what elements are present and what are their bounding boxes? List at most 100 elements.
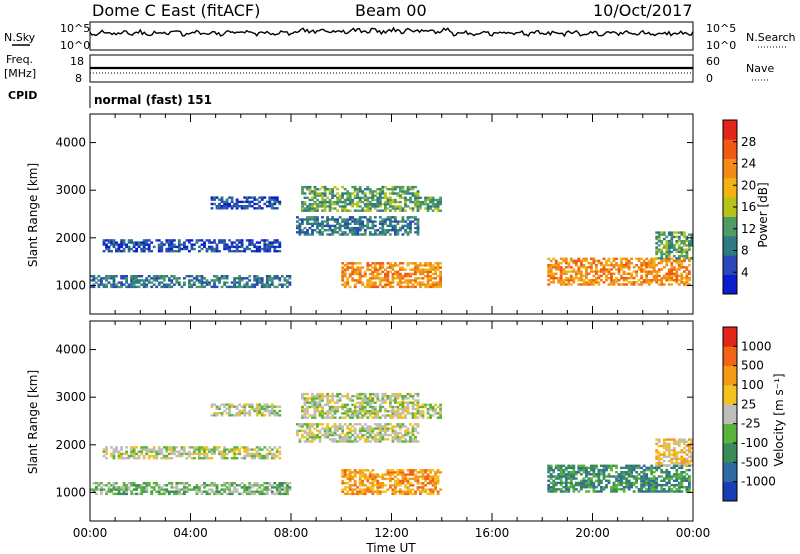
velocity-echo-cell xyxy=(172,486,176,489)
power-echo-cell xyxy=(577,268,581,271)
velocity-echo-cell xyxy=(100,488,103,491)
power-echo-cell xyxy=(208,283,211,286)
power-echo-cell xyxy=(346,190,350,193)
velocity-echo-cell xyxy=(200,446,204,449)
power-echo-cell xyxy=(690,240,694,243)
power-echo-cell xyxy=(240,250,244,253)
velocity-echo-cell xyxy=(429,414,432,417)
velocity-echo-cell xyxy=(215,414,219,417)
velocity-echo-cell xyxy=(401,433,405,437)
power-echo-cell xyxy=(308,198,312,202)
velocity-echo-cell xyxy=(358,412,362,415)
velocity-echo-cell xyxy=(386,423,390,426)
power-echo-cell xyxy=(384,229,387,232)
power-echo-cell xyxy=(215,245,219,249)
power-echo-cell xyxy=(655,250,659,254)
power-echo-cell xyxy=(198,239,201,242)
velocity-echo-cell xyxy=(215,490,219,493)
power-echo-cell xyxy=(376,270,380,274)
power-echo-cell xyxy=(416,218,420,221)
velocity-echo-cell xyxy=(376,488,380,491)
power-echo-cell xyxy=(248,196,252,199)
power-echo-cell xyxy=(416,205,420,208)
power-echo-cell xyxy=(677,268,681,271)
power-echo-cell xyxy=(343,188,347,191)
power-echo-cell xyxy=(132,283,136,286)
velocity-echo-cell xyxy=(376,397,380,400)
velocity-echo-cell xyxy=(120,454,123,458)
velocity-echo-cell xyxy=(316,433,319,437)
power-echo-cell xyxy=(376,268,380,271)
velocity-echo-cell xyxy=(610,490,613,493)
power-echo-cell xyxy=(396,281,400,284)
power-cbar-swatch xyxy=(723,216,737,237)
power-echo-cell xyxy=(338,198,342,202)
velocity-echo-cell xyxy=(341,416,344,419)
power-echo-cell xyxy=(647,281,651,284)
velocity-echo-cell xyxy=(130,450,133,453)
velocity-echo-cell xyxy=(632,475,636,478)
velocity-echo-cell xyxy=(326,416,329,419)
power-echo-cell xyxy=(250,200,254,204)
velocity-echo-cell xyxy=(637,464,641,467)
power-echo-cell xyxy=(348,196,352,199)
power-echo-cell xyxy=(401,185,405,189)
velocity-echo-cell xyxy=(336,425,339,428)
velocity-echo-cell xyxy=(348,469,352,472)
power-echo-cell xyxy=(308,203,312,206)
velocity-echo-cell xyxy=(582,481,586,485)
velocity-echo-cell xyxy=(564,468,568,472)
velocity-echo-cell xyxy=(416,401,420,404)
power-echo-cell xyxy=(411,209,415,212)
power-echo-cell xyxy=(258,279,262,282)
power-echo-cell xyxy=(358,279,362,282)
velocity-cbar-swatch xyxy=(723,404,737,424)
power-echo-cell xyxy=(389,281,392,284)
velocity-echo-cell xyxy=(180,446,184,449)
power-echo-cell xyxy=(667,246,671,249)
velocity-echo-cell xyxy=(278,409,282,413)
power-echo-cell xyxy=(172,283,176,286)
velocity-echo-cell xyxy=(688,490,691,493)
power-echo-cell xyxy=(238,241,241,244)
velocity-echo-cell xyxy=(112,488,116,491)
velocity-echo-cell xyxy=(396,484,400,487)
velocity-echo-cell xyxy=(188,446,191,449)
velocity-echo-cell xyxy=(677,438,681,441)
velocity-echo-cell xyxy=(419,486,422,489)
velocity-echo-cell xyxy=(130,446,133,449)
velocity-echo-cell xyxy=(376,392,380,396)
power-echo-cell xyxy=(265,283,269,286)
power-echo-cell xyxy=(333,226,337,230)
power-echo-cell xyxy=(213,198,216,201)
velocity-echo-cell xyxy=(147,454,151,458)
velocity-echo-cell xyxy=(557,473,561,476)
power-echo-cell xyxy=(655,248,659,251)
power-echo-cell xyxy=(394,270,397,274)
velocity-echo-cell xyxy=(587,479,591,482)
power-echo-cell xyxy=(351,205,355,208)
velocity-echo-cell xyxy=(145,448,149,451)
velocity-echo-cell xyxy=(373,395,377,398)
power-echo-cell xyxy=(170,281,174,284)
velocity-echo-cell xyxy=(348,438,352,441)
power-echo-cell xyxy=(396,231,400,234)
power-echo-cell xyxy=(288,283,292,286)
power-echo-cell xyxy=(157,283,161,286)
velocity-echo-cell xyxy=(245,486,249,489)
power-echo-cell xyxy=(401,226,405,230)
velocity-echo-cell xyxy=(343,488,347,491)
velocity-echo-cell xyxy=(416,477,420,481)
velocity-echo-cell xyxy=(414,469,417,472)
power-echo-cell xyxy=(336,196,339,199)
velocity-echo-cell xyxy=(105,448,108,451)
power-echo-cell xyxy=(243,285,247,289)
power-echo-cell xyxy=(368,264,372,267)
velocity-echo-cell xyxy=(162,488,166,491)
power-echo-cell xyxy=(635,270,638,273)
velocity-echo-cell xyxy=(378,407,382,411)
power-echo-cell xyxy=(595,272,598,275)
velocity-echo-cell xyxy=(386,433,390,437)
velocity-echo-cell xyxy=(160,452,164,456)
power-echo-cell xyxy=(610,261,613,265)
